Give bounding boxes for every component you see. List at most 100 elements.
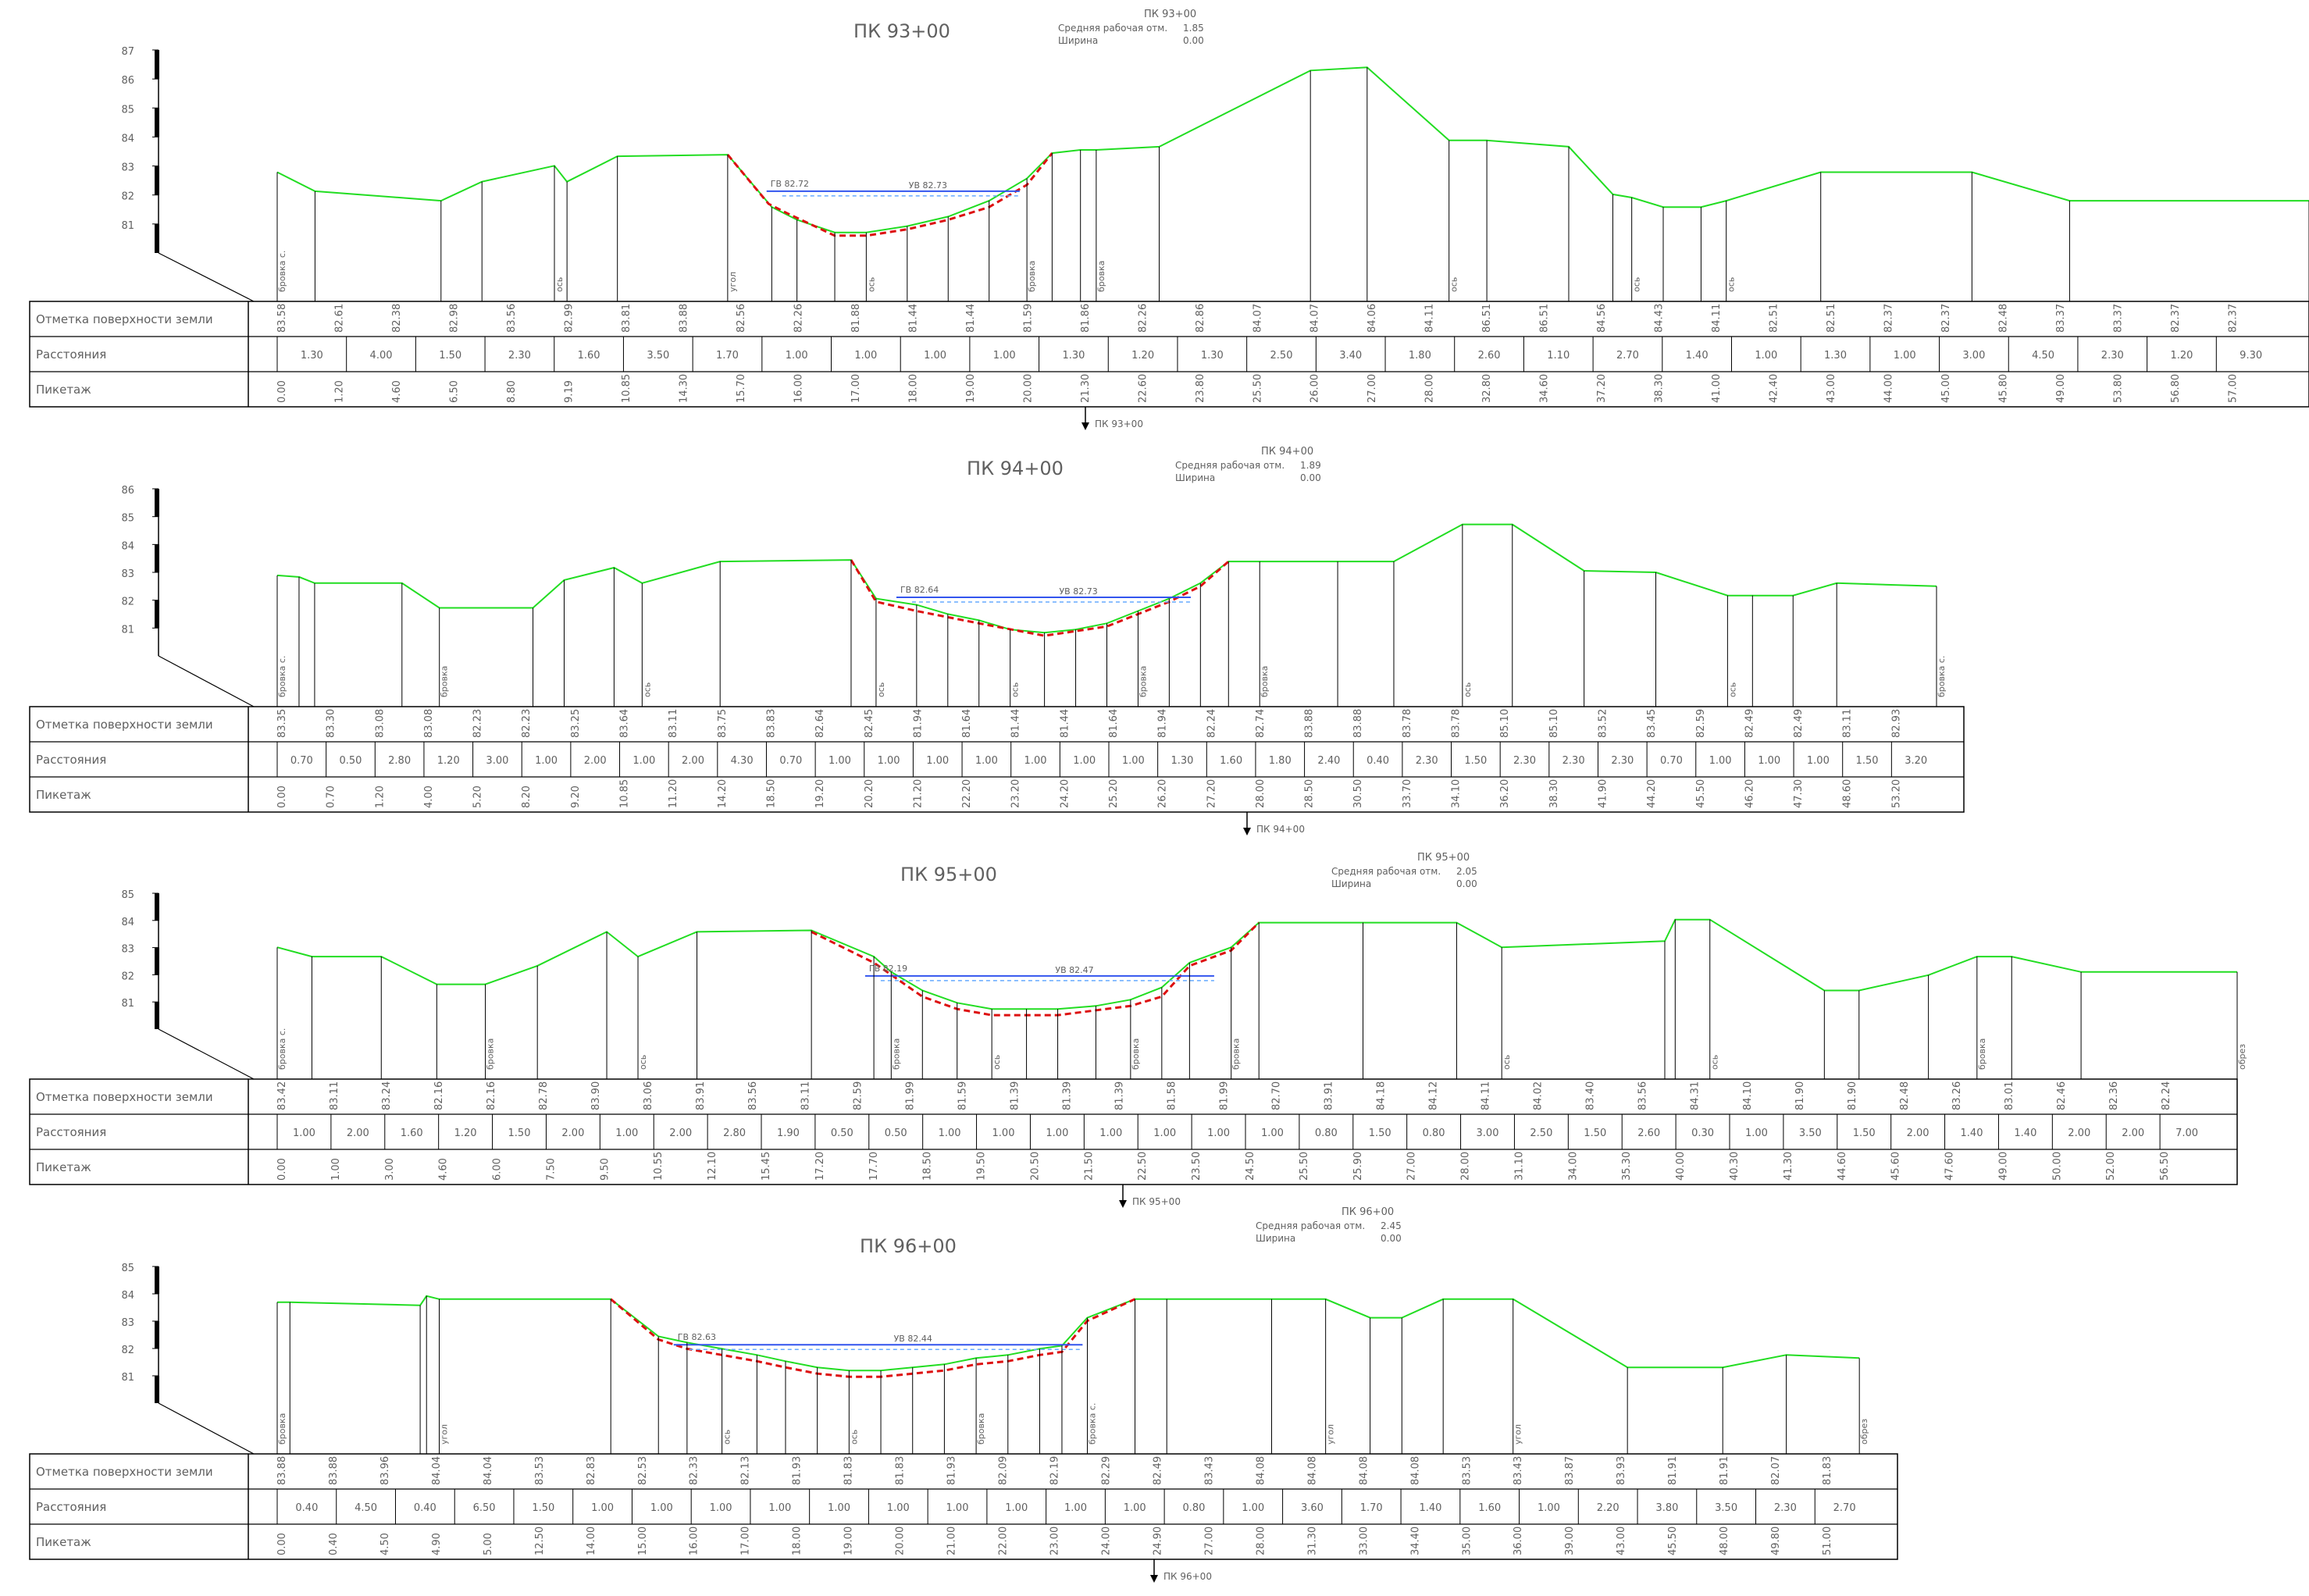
- scale-label: 85: [121, 889, 134, 901]
- distance-value: 2.00: [1907, 1128, 1930, 1139]
- note-pk: ПК 94+00: [1261, 446, 1313, 458]
- chainage-value: 20.00: [895, 1527, 907, 1555]
- section-note: ПК 93+00 Средняя рабочая отм. 1.85 Ширина 0.…: [1058, 9, 1204, 46]
- scale-block: [155, 947, 159, 975]
- chainage-value: 21.00: [946, 1527, 958, 1555]
- chainage-value: 28.00: [1424, 374, 1436, 403]
- distance-value: 2.00: [347, 1128, 369, 1139]
- section-title: ПК 93+00: [853, 20, 950, 42]
- chainage-value: 44.20: [1646, 779, 1658, 808]
- chainage-value: 27.00: [1203, 1527, 1215, 1555]
- scale-label: 85: [121, 513, 134, 525]
- distance-value: 1.20: [1131, 350, 1154, 362]
- scale-block: [155, 1376, 159, 1403]
- scale-block: [155, 544, 159, 572]
- chainage-value: 44.00: [1883, 374, 1895, 403]
- distance-value: 9.30: [2240, 350, 2262, 362]
- elevation-scale: 87 86 85 84 83 82 81: [121, 46, 255, 302]
- chainage-value: 43.00: [1616, 1527, 1627, 1555]
- elevation-value: 83.75: [717, 709, 729, 738]
- chainage-value: 21.50: [1083, 1152, 1095, 1181]
- chainage-value: 23.80: [1195, 374, 1206, 403]
- distance-value: 0.40: [295, 1502, 318, 1514]
- water-left-label: ГВ 82.64: [900, 585, 939, 595]
- section-1: ПК 93+00 ПК 93+00 Средняя рабочая отм. 1.85…: [29, 9, 2309, 430]
- stake-label: бровка с.: [277, 1028, 287, 1070]
- chainage-value: 5.20: [472, 786, 484, 808]
- stake-label: бровка: [1096, 261, 1106, 292]
- chainage-value: 9.19: [563, 380, 575, 403]
- elevation-value: 84.06: [1367, 304, 1378, 333]
- note-line1-value: 1.89: [1300, 460, 1321, 471]
- table-frame: [29, 301, 2309, 408]
- header-chainage: Пикетаж: [36, 788, 91, 802]
- elevation-value: 82.46: [2056, 1081, 2068, 1110]
- distance-value: 2.00: [669, 1128, 692, 1139]
- chainage-value: 25.20: [1108, 779, 1120, 808]
- section-title: ПК 95+00: [900, 864, 997, 885]
- elevation-value: 83.88: [276, 1456, 288, 1485]
- header-elevation: Отметка поверхности земли: [36, 1090, 213, 1104]
- elevation-value: 83.87: [1564, 1456, 1576, 1485]
- elevation-value: 81.39: [1114, 1081, 1125, 1110]
- chainage-value: 22.00: [998, 1527, 1010, 1555]
- elevation-value: 85.10: [1548, 709, 1560, 738]
- chainage-value: 41.00: [1711, 374, 1723, 403]
- distance-value: 1.50: [1856, 755, 1879, 767]
- elevation-value: 83.88: [1352, 709, 1364, 738]
- distance-value: 1.20: [2170, 350, 2193, 362]
- distance-value: 2.30: [2101, 350, 2124, 362]
- chainage-value: 26.00: [1310, 374, 1321, 403]
- chainage-value: 18.00: [907, 374, 919, 403]
- elevation-value: 83.88: [328, 1456, 340, 1485]
- chainage-value: 4.50: [379, 1533, 391, 1555]
- chainage-value: 17.00: [740, 1527, 752, 1555]
- elevation-value: 83.08: [423, 709, 435, 738]
- elevation-value: 82.33: [689, 1456, 700, 1485]
- chainage-value: 31.10: [1513, 1152, 1525, 1181]
- elevation-value: 83.30: [326, 709, 337, 738]
- scale-label: 84: [121, 540, 134, 552]
- header-distance: Расстояния: [36, 1125, 106, 1139]
- distance-value: 1.00: [1755, 350, 1777, 362]
- distance-value: 1.00: [939, 1128, 961, 1139]
- elevation-scale: 86 85 84 83 82 81: [121, 485, 255, 707]
- scale-block: [155, 893, 159, 921]
- chainage-value: 42.40: [1769, 374, 1780, 403]
- elevation-value: 81.59: [957, 1081, 968, 1110]
- elevation-value: 83.64: [619, 709, 631, 738]
- chainage-value: 49.00: [1997, 1152, 2009, 1181]
- scale-label: 86: [121, 485, 134, 497]
- chainage-value: 12.50: [534, 1527, 546, 1555]
- distance-value: 1.00: [1124, 1502, 1146, 1514]
- chainage-value: 25.90: [1352, 1152, 1364, 1181]
- distance-value: 0.50: [339, 755, 362, 767]
- chainage-value: 49.80: [1770, 1527, 1782, 1555]
- chainage-value: 37.20: [1596, 374, 1608, 403]
- stake-label: ось: [866, 277, 876, 292]
- distance-value: 1.80: [1409, 350, 1431, 362]
- scale-label: 85: [121, 104, 134, 116]
- note-line1-value: 2.05: [1456, 866, 1477, 877]
- elevation-value: 83.93: [1616, 1456, 1627, 1485]
- distance-value: 0.50: [831, 1128, 853, 1139]
- elevation-value: 82.48: [1998, 304, 2010, 333]
- stake-label: угол: [1326, 1424, 1336, 1445]
- elevation-value: 83.56: [747, 1081, 759, 1110]
- elevation-value: 82.83: [586, 1456, 597, 1485]
- water-right-label: УВ 82.73: [1059, 586, 1097, 597]
- distance-value: 4.50: [2032, 350, 2054, 362]
- elevation-value: 84.04: [431, 1456, 443, 1485]
- scale-block: [155, 50, 159, 80]
- distance-value: 1.30: [1171, 755, 1193, 767]
- elevation-value: 82.61: [333, 304, 345, 333]
- chainage-value: 6.00: [492, 1158, 504, 1181]
- scale-label: 82: [121, 1345, 134, 1356]
- elevation-value: 81.91: [1719, 1456, 1730, 1485]
- chainage-value: 22.50: [1137, 1152, 1149, 1181]
- elevation-value: 82.59: [852, 1081, 864, 1110]
- chainage-value: 28.00: [1460, 1152, 1472, 1181]
- stake-label: ось: [1010, 682, 1021, 697]
- elevation-value: 82.37: [2170, 304, 2182, 333]
- scale-block: [155, 489, 159, 517]
